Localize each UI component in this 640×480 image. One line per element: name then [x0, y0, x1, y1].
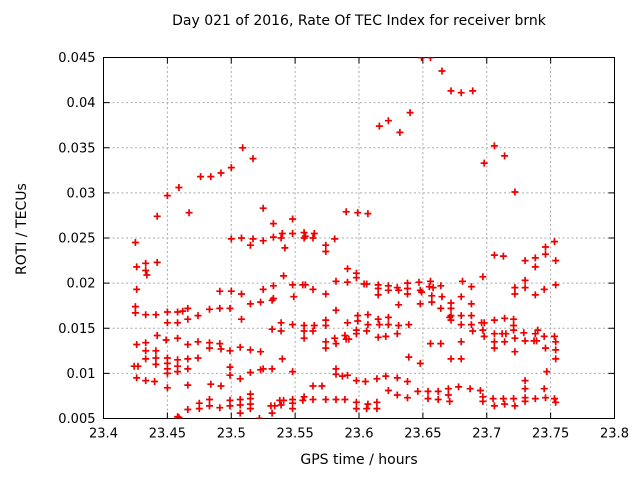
y-tick-label: 0.025 — [58, 232, 95, 247]
y-tick-label: 0.045 — [58, 51, 95, 66]
chart-title: Day 021 of 2016, Rate Of TEC Index for r… — [172, 13, 546, 29]
y-tick-label: 0.015 — [58, 322, 95, 337]
x-tick-label: 23.6 — [345, 427, 374, 442]
x-tick-label: 23.5 — [217, 427, 246, 442]
x-tick-label: 23.4 — [89, 427, 118, 442]
x-tick-label: 23.75 — [532, 427, 569, 442]
x-axis-label: GPS time / hours — [300, 452, 418, 468]
y-tick-label: 0.02 — [67, 277, 96, 292]
plot-border — [103, 57, 615, 419]
y-tick-label: 0.01 — [67, 367, 96, 382]
y-tick-label: 0.04 — [67, 96, 96, 111]
x-tick-label: 23.7 — [472, 427, 501, 442]
x-tick-label: 23.65 — [404, 427, 441, 442]
x-tick-label: 23.8 — [600, 427, 629, 442]
scatter-points — [130, 57, 560, 419]
y-tick-label: 0.005 — [58, 412, 95, 427]
y-tick-label: 0.03 — [67, 186, 96, 201]
y-tick-label: 0.035 — [58, 141, 95, 156]
x-tick-label: 23.45 — [149, 427, 186, 442]
x-tick-label: 23.55 — [277, 427, 314, 442]
